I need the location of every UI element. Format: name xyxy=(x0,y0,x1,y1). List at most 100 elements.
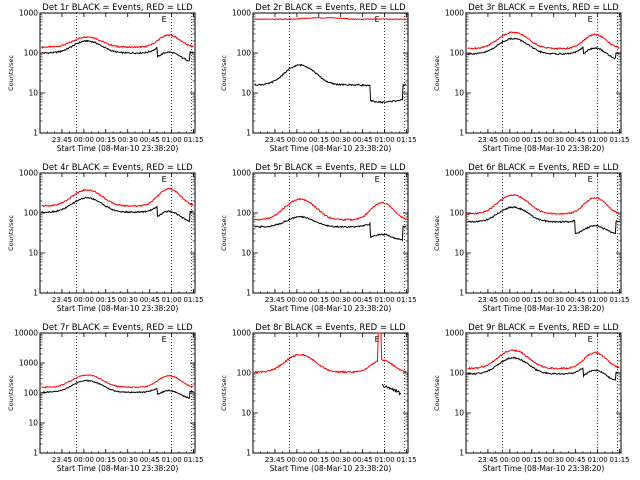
x-tick-label: 00:30 xyxy=(331,136,351,144)
series-events-line xyxy=(254,215,407,242)
x-tick-label: 01:15 xyxy=(183,136,203,144)
panel-det-7: Det 7r BLACK = Events, RED = LLD 1 10 100 10… xyxy=(7,323,204,473)
series-lld-line xyxy=(467,193,620,216)
x-tick-label: 23:45 xyxy=(265,456,285,464)
panel-title: Det 4r BLACK = Events, RED = LLD xyxy=(42,163,193,173)
x-tick-label: 00:15 xyxy=(522,136,542,144)
event-marker-label: E xyxy=(162,15,167,24)
panel-det-1: Det 1r BLACK = Events, RED = LLD 1 10 100 10… xyxy=(7,3,204,153)
series-lld-line xyxy=(254,332,407,374)
x-tick-label: 00:00 xyxy=(500,456,520,464)
y-tick-label: 100 xyxy=(237,369,252,378)
x-tick-label: 01:00 xyxy=(588,136,608,144)
x-tick-label: 00:00 xyxy=(500,136,520,144)
plot-frame xyxy=(39,172,196,294)
plot-frame xyxy=(465,172,622,294)
panel-title: Det 2r BLACK = Events, RED = LLD xyxy=(255,3,406,13)
x-tick-label: 01:00 xyxy=(162,136,182,144)
plot-frame xyxy=(252,172,409,294)
x-tick-label: 00:00 xyxy=(74,296,94,304)
x-tick-label: 00:30 xyxy=(118,136,138,144)
x-tick-label: 00:15 xyxy=(96,136,116,144)
panel-det-9: Det 9r BLACK = Events, RED = LLD 1 10 100 10… xyxy=(433,323,630,473)
y-tick-label: 10 xyxy=(241,409,251,418)
y-tick-label: 10000 xyxy=(14,329,38,338)
x-tick-label: 00:00 xyxy=(287,296,307,304)
y-tick-label: 1 xyxy=(459,129,464,138)
x-tick-label: 01:15 xyxy=(609,136,629,144)
y-tick-label: 1000 xyxy=(445,9,464,18)
x-tick-label: 00:45 xyxy=(353,296,373,304)
event-marker-label: E xyxy=(588,175,593,184)
event-marker-label: E xyxy=(588,335,593,344)
x-tick-label: 23:45 xyxy=(52,296,72,304)
series-lld-line xyxy=(467,349,620,370)
event-marker-label: E xyxy=(162,335,167,344)
y-tick-label: 1 xyxy=(246,449,251,458)
x-tick-label: 00:30 xyxy=(544,136,564,144)
panel-title: Det 1r BLACK = Events, RED = LLD xyxy=(42,3,193,13)
x-tick-label: 00:15 xyxy=(96,456,116,464)
x-tick-label: 00:00 xyxy=(287,136,307,144)
y-tick-label: 100 xyxy=(450,49,465,58)
x-tick-label: 00:00 xyxy=(74,136,94,144)
x-axis-label: Start Time (08-Mar-10 23:38:20) xyxy=(57,144,179,153)
panel-title: Det 5r BLACK = Events, RED = LLD xyxy=(255,163,406,173)
x-tick-label: 00:30 xyxy=(544,456,564,464)
y-axis-label: Counts/sec xyxy=(433,215,441,251)
x-axis-label: Start Time (08-Mar-10 23:38:20) xyxy=(270,464,392,473)
panel-title: Det 9r BLACK = Events, RED = LLD xyxy=(468,323,619,333)
x-tick-label: 01:15 xyxy=(609,456,629,464)
x-tick-label: 00:30 xyxy=(331,456,351,464)
x-tick-label: 01:00 xyxy=(162,296,182,304)
series-events-line xyxy=(467,205,620,235)
x-axis-label: Start Time (08-Mar-10 23:38:20) xyxy=(483,464,605,473)
series-lld-line xyxy=(254,17,407,21)
x-tick-label: 23:45 xyxy=(478,456,498,464)
event-marker-label: E xyxy=(162,175,167,184)
y-tick-label: 1000 xyxy=(19,9,38,18)
y-tick-label: 1 xyxy=(33,129,38,138)
y-axis-label: Counts/sec xyxy=(220,375,228,411)
x-axis-label: Start Time (08-Mar-10 23:38:20) xyxy=(270,304,392,313)
x-axis-label: Start Time (08-Mar-10 23:38:20) xyxy=(57,464,179,473)
series-lld-line xyxy=(41,374,194,389)
y-axis-label: Counts/sec xyxy=(433,55,441,91)
x-tick-label: 01:00 xyxy=(375,456,395,464)
panel-title: Det 7r BLACK = Events, RED = LLD xyxy=(42,323,193,333)
y-tick-label: 100 xyxy=(237,209,252,218)
y-tick-label: 100 xyxy=(24,49,39,58)
panel-det-8: Det 8r BLACK = Events, RED = LLD 1 10 100 10… xyxy=(220,323,417,473)
x-tick-label: 00:45 xyxy=(140,296,160,304)
y-tick-label: 1000 xyxy=(232,169,251,178)
panel-title: Det 6r BLACK = Events, RED = LLD xyxy=(468,163,619,173)
panel-det-2: Det 2r BLACK = Events, RED = LLD 1 10 100 10… xyxy=(220,3,417,153)
series-events-line xyxy=(254,63,407,104)
x-tick-label: 00:45 xyxy=(140,136,160,144)
y-tick-label: 1000 xyxy=(445,329,464,338)
y-tick-label: 100 xyxy=(237,49,252,58)
y-tick-label: 10 xyxy=(28,419,38,428)
y-axis-label: Counts/sec xyxy=(7,55,15,91)
y-tick-label: 10 xyxy=(28,89,38,98)
x-tick-label: 01:15 xyxy=(183,296,203,304)
y-tick-label: 1 xyxy=(33,449,38,458)
y-tick-label: 1 xyxy=(459,449,464,458)
x-tick-label: 23:45 xyxy=(265,296,285,304)
x-tick-label: 00:00 xyxy=(287,456,307,464)
plot-frame xyxy=(465,332,622,454)
x-tick-label: 01:15 xyxy=(396,136,416,144)
y-tick-label: 10 xyxy=(28,249,38,258)
y-axis-label: Counts/sec xyxy=(7,215,15,251)
x-tick-label: 23:45 xyxy=(265,136,285,144)
x-tick-label: 00:15 xyxy=(309,136,329,144)
plot-frame xyxy=(465,12,622,134)
series-events-line xyxy=(41,196,194,223)
x-tick-label: 01:00 xyxy=(588,456,608,464)
x-tick-label: 00:30 xyxy=(118,456,138,464)
x-tick-label: 01:15 xyxy=(396,456,416,464)
series-events-line xyxy=(467,37,620,60)
plot-frame xyxy=(39,12,196,134)
y-tick-label: 1000 xyxy=(19,359,38,368)
